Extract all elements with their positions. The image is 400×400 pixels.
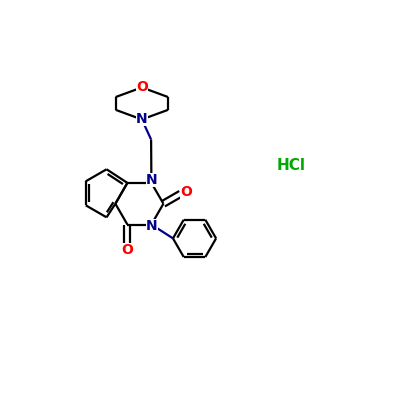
Text: N: N [146,219,158,233]
Text: N: N [146,174,157,188]
Text: O: O [136,80,148,94]
Text: HCl: HCl [277,158,306,172]
Text: O: O [122,243,133,257]
Text: N: N [136,112,148,126]
Text: O: O [180,185,192,199]
